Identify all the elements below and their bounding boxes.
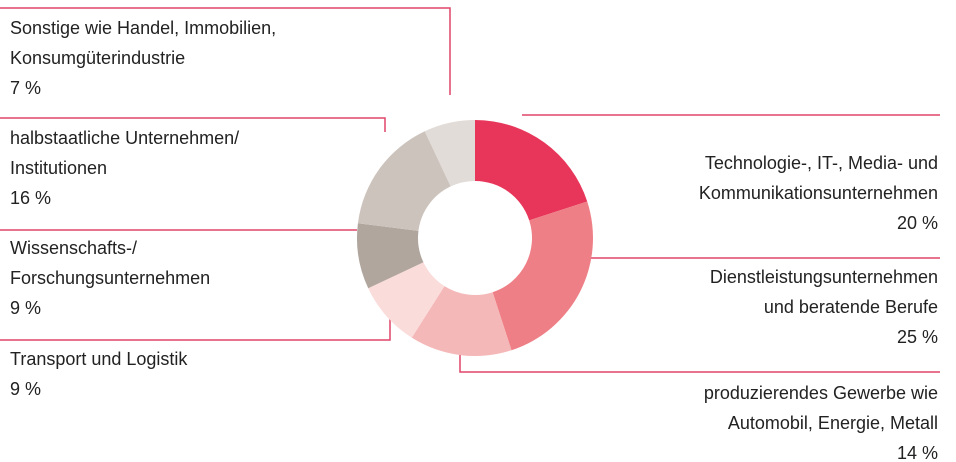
slice: [475, 120, 588, 221]
slice: [368, 262, 445, 338]
value-label: 7 %: [10, 78, 42, 98]
slice-label: Sonstige wie Handel, Immobilien, Konsumg…: [10, 13, 276, 103]
slice-label: Transport und Logistik 9 %: [10, 344, 187, 404]
category-label: halbstaatliche Unternehmen/ Institutione…: [10, 128, 240, 178]
value-label: 14 %: [896, 443, 938, 462]
category-label: Dienstleistungsunternehmen und beratende…: [709, 267, 938, 317]
slice: [357, 131, 451, 231]
leader-line: [0, 117, 386, 132]
value-label: 25 %: [896, 327, 938, 347]
category-label: Sonstige wie Handel, Immobilien, Konsumg…: [10, 18, 277, 68]
slice-label: Technologie-, IT-, Media- und Kommunikat…: [699, 148, 938, 238]
slice-label: halbstaatliche Unternehmen/ Institutione…: [10, 123, 239, 213]
slice-label: Wissenschafts-/ Forschungsunternehmen 9 %: [10, 233, 210, 323]
category-label: Transport und Logistik: [10, 349, 188, 369]
leader-line: [0, 7, 451, 95]
slice-label: Dienstleistungsunternehmen und beratende…: [710, 262, 938, 352]
category-label: Technologie-, IT-, Media- und Kommunikat…: [698, 153, 938, 203]
value-label: 20 %: [896, 213, 938, 233]
slice: [492, 201, 594, 351]
slices: [356, 120, 594, 357]
slice: [356, 223, 424, 289]
value-label: 9 %: [10, 379, 42, 399]
slice: [424, 120, 475, 187]
value-label: 9 %: [10, 298, 42, 318]
slice-label: produzierendes Gewerbe wie Automobil, En…: [704, 378, 938, 462]
slice: [411, 286, 512, 357]
category-label: Wissenschafts-/ Forschungsunternehmen: [10, 238, 211, 288]
value-label: 16 %: [10, 188, 52, 208]
category-label: produzierendes Gewerbe wie Automobil, En…: [703, 383, 938, 433]
